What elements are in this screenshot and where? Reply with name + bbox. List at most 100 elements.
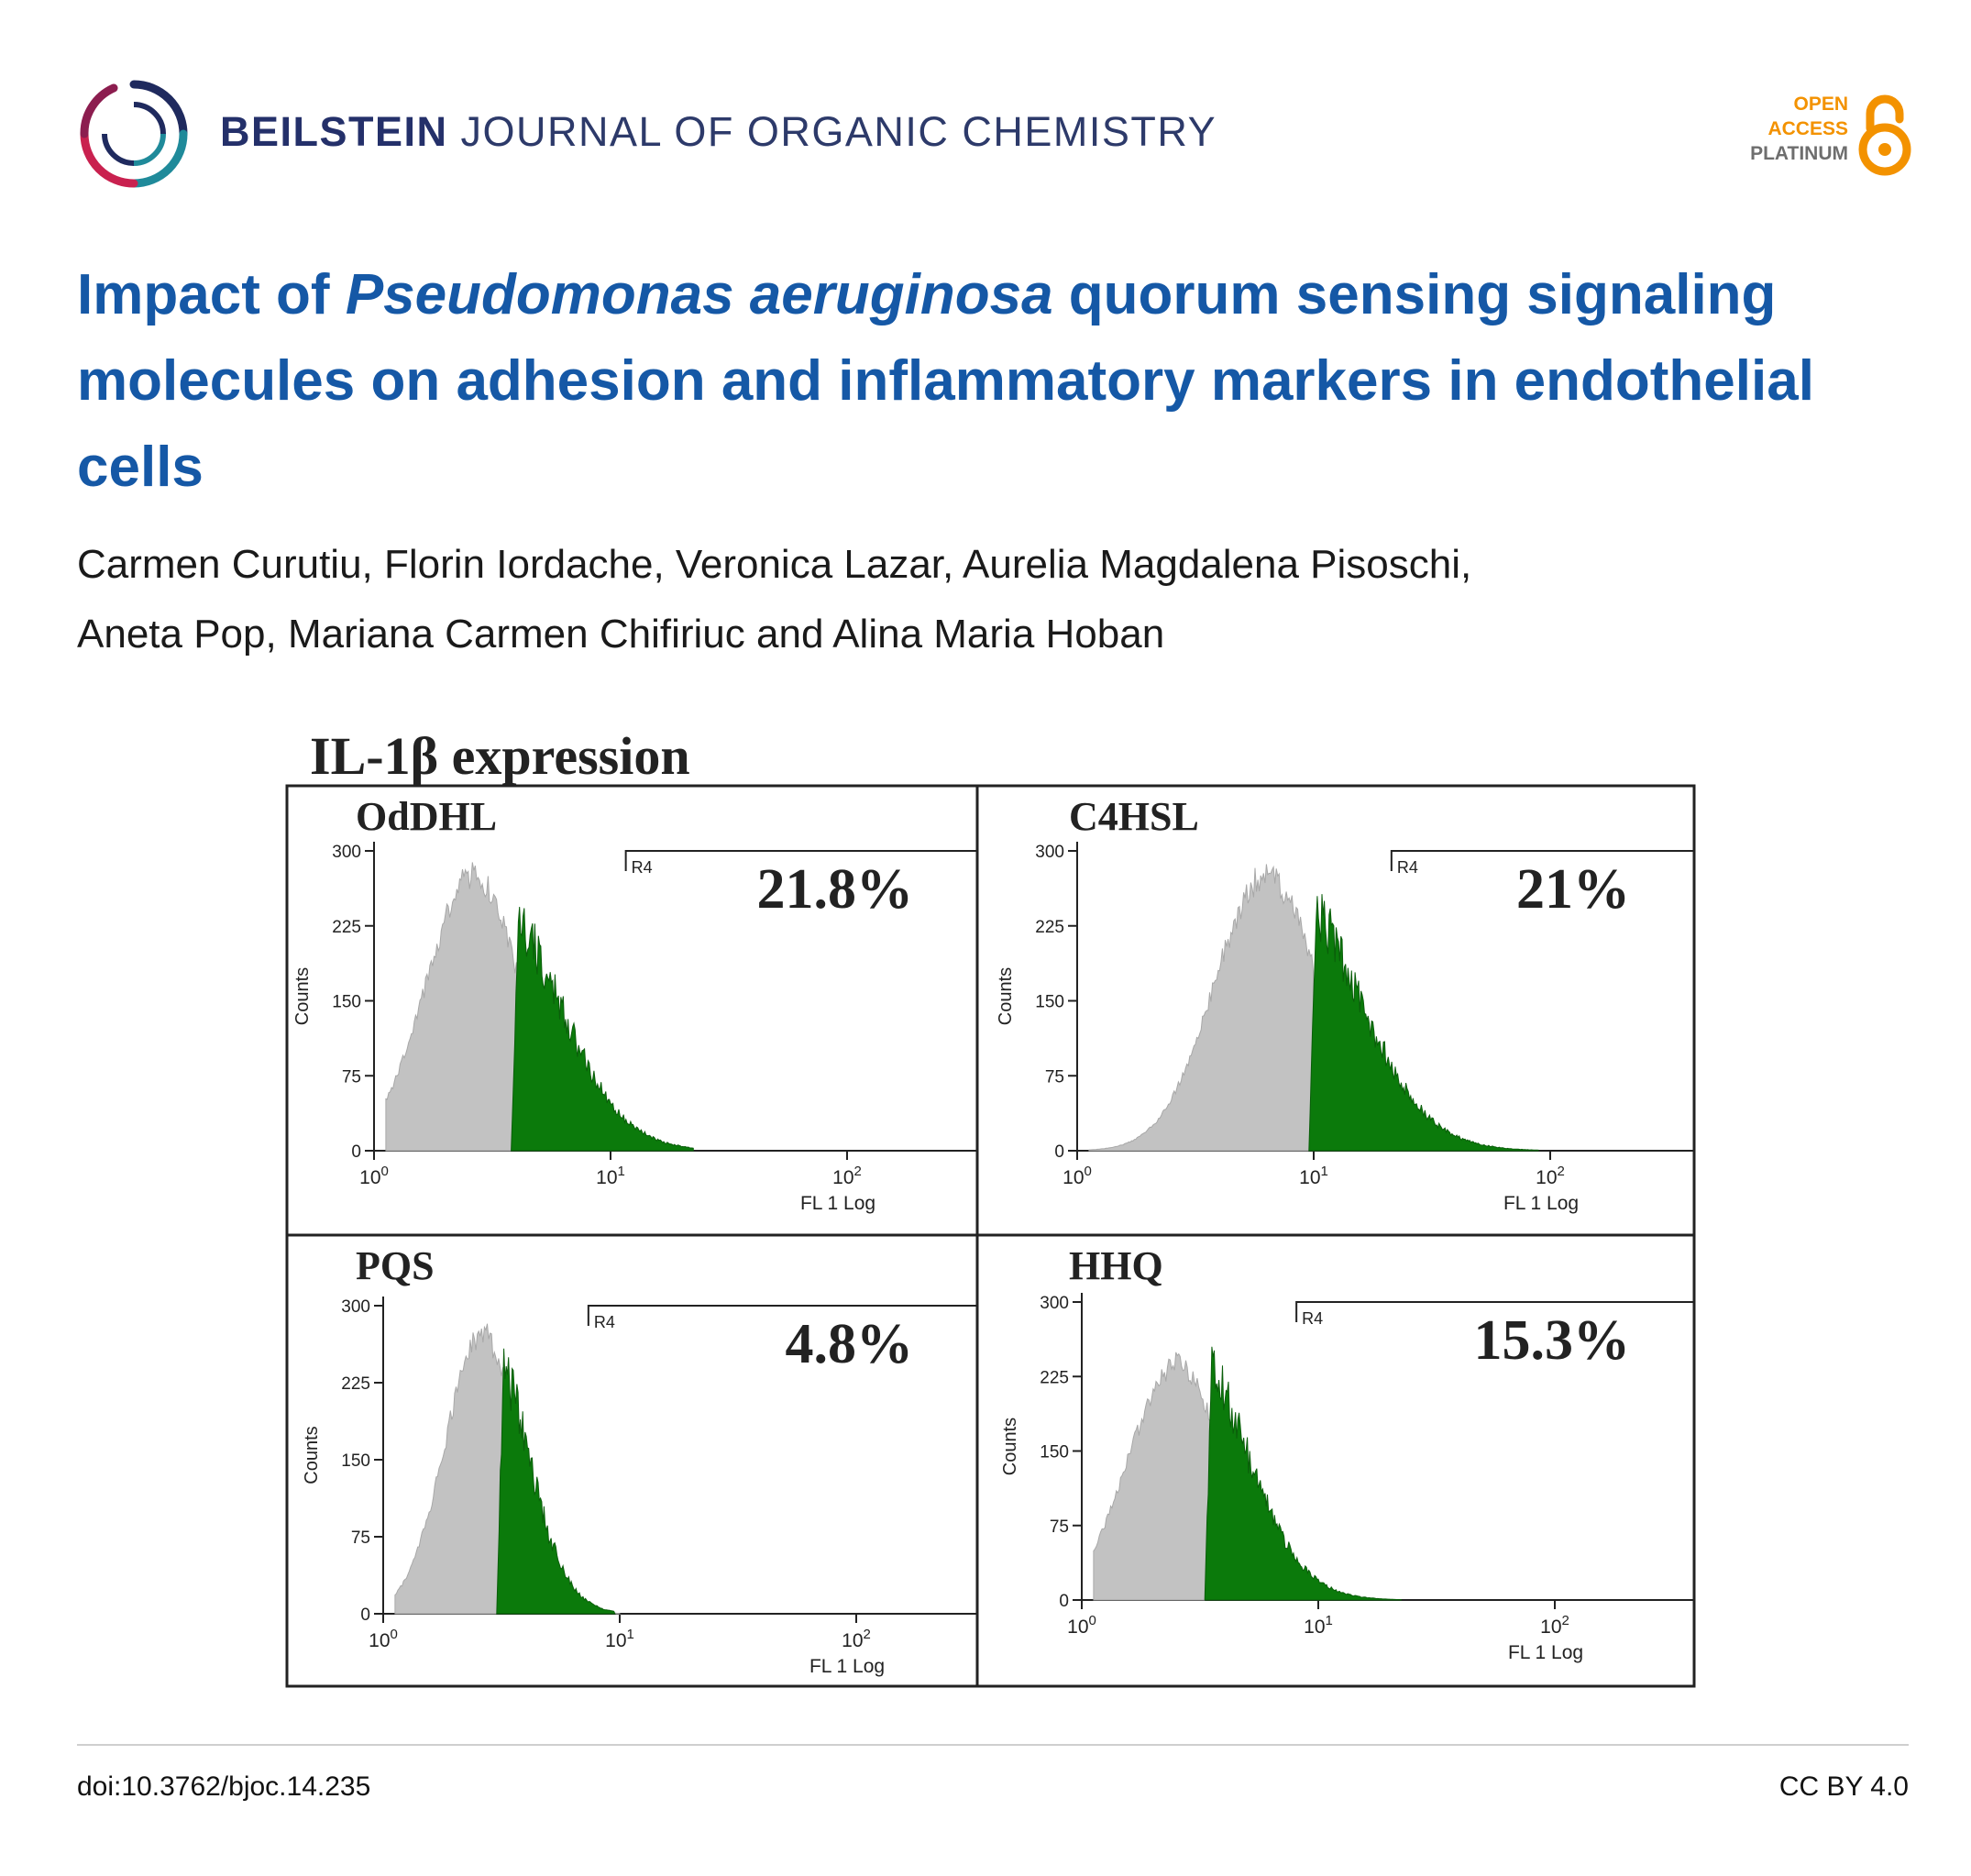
x-tick-base: 10 — [1536, 1167, 1557, 1188]
x-axis-label: FL 1 Log — [800, 1193, 875, 1214]
panel-title: C4HSL — [1069, 794, 1199, 839]
doi-link[interactable]: doi:10.3762/bjoc.14.235 — [77, 1771, 371, 1802]
panel-frame — [285, 1233, 979, 1688]
x-axis-label: FL 1 Log — [809, 1656, 885, 1677]
x-tick-exponent: 0 — [1089, 1613, 1096, 1628]
control-histogram — [1088, 864, 1315, 1152]
x-tick-base: 10 — [1299, 1167, 1320, 1188]
article-authors: Carmen Curutiu, Florin Iordache, Veronic… — [77, 530, 1865, 669]
y-tick-label: 300 — [341, 1297, 370, 1317]
journal-name[interactable]: BEILSTEIN JOURNAL OF ORGANIC CHEMISTRY — [220, 108, 1217, 156]
x-tick-exponent: 0 — [381, 1164, 389, 1179]
footer-divider — [77, 1744, 1909, 1746]
x-axis-label: FL 1 Log — [1508, 1642, 1583, 1663]
license-label[interactable]: CC BY 4.0 — [1778, 1771, 1909, 1802]
panel-title: PQS — [356, 1243, 435, 1288]
x-tick-base: 10 — [1540, 1617, 1561, 1638]
treated-histogram — [496, 1348, 616, 1615]
y-tick-label: 0 — [1054, 1142, 1064, 1162]
gate-label: R4 — [632, 858, 653, 877]
x-tick-exponent: 2 — [854, 1164, 862, 1179]
gate-label: R4 — [1397, 858, 1418, 877]
y-tick-label: 75 — [342, 1067, 361, 1087]
x-tick-base: 10 — [1067, 1617, 1088, 1638]
y-tick-label: 0 — [351, 1142, 361, 1162]
y-tick-label: 300 — [1035, 843, 1064, 862]
x-tick-base: 10 — [359, 1167, 380, 1188]
article-title: Impact of Pseudomonas aeruginosa quorum … — [77, 252, 1819, 511]
percent-positive-label: 21% — [1516, 858, 1630, 921]
y-axis-label: Counts — [292, 967, 313, 1025]
y-tick-label: 150 — [341, 1451, 370, 1471]
x-tick-label: 100 — [1067, 1613, 1096, 1638]
x-tick-exponent: 1 — [627, 1627, 634, 1642]
y-tick-label: 0 — [360, 1606, 370, 1625]
x-tick-exponent: 0 — [391, 1627, 398, 1642]
badge-line-platinum: PLATINUM — [1750, 143, 1848, 164]
x-tick-base: 10 — [1063, 1167, 1084, 1188]
y-tick-label: 150 — [1035, 993, 1064, 1012]
y-tick-label: 225 — [1040, 1368, 1069, 1387]
panel-title: HHQ — [1069, 1243, 1163, 1288]
open-access-lock-icon — [1858, 94, 1911, 176]
x-tick-label: 101 — [596, 1164, 625, 1188]
y-tick-label: 75 — [1045, 1067, 1064, 1087]
x-tick-exponent: 1 — [618, 1164, 625, 1179]
y-axis-label: Counts — [1000, 1418, 1020, 1475]
y-tick-label: 225 — [1035, 918, 1064, 937]
y-tick-label: 75 — [1050, 1517, 1069, 1537]
title-part-1: Impact of — [77, 263, 346, 326]
x-tick-base: 10 — [369, 1630, 390, 1651]
x-tick-label: 100 — [1063, 1164, 1092, 1188]
x-tick-base: 10 — [832, 1167, 853, 1188]
x-tick-base: 10 — [1304, 1617, 1325, 1638]
panel-frame — [285, 784, 979, 1237]
x-tick-base: 10 — [596, 1167, 617, 1188]
x-tick-label: 100 — [369, 1627, 398, 1651]
x-axis-label: FL 1 Log — [1503, 1193, 1579, 1214]
x-tick-label: 101 — [605, 1627, 634, 1651]
x-tick-label: 102 — [1540, 1613, 1569, 1638]
percent-positive-label: 21.8% — [757, 858, 914, 921]
title-part-2: quorum sensing signaling molecules on ad… — [77, 263, 1814, 499]
percent-positive-label: 15.3% — [1474, 1309, 1631, 1372]
percent-positive-label: 4.8% — [786, 1313, 914, 1375]
badge-line-open: OPEN — [1793, 94, 1848, 115]
x-tick-base: 10 — [605, 1630, 626, 1651]
x-tick-exponent: 2 — [864, 1627, 871, 1642]
treated-histogram — [1308, 894, 1539, 1152]
y-tick-label: 300 — [1040, 1294, 1069, 1313]
x-tick-exponent: 0 — [1085, 1164, 1092, 1179]
x-tick-label: 102 — [832, 1164, 862, 1188]
authors-line-2: Aneta Pop, Mariana Carmen Chifiriuc and … — [77, 612, 1165, 657]
y-tick-label: 150 — [332, 993, 361, 1012]
gate-r4-marker — [624, 850, 977, 871]
journal-name-rest: JOURNAL OF ORGANIC CHEMISTRY — [447, 108, 1217, 155]
x-tick-exponent: 1 — [1321, 1164, 1328, 1179]
panel-title: OdDHL — [356, 794, 497, 839]
y-tick-label: 225 — [341, 1374, 370, 1394]
x-tick-exponent: 2 — [1558, 1164, 1565, 1179]
authors-line-1: Carmen Curutiu, Florin Iordache, Veronic… — [77, 542, 1472, 587]
y-tick-label: 0 — [1059, 1592, 1069, 1611]
x-tick-label: 100 — [359, 1164, 389, 1188]
x-tick-label: 101 — [1304, 1613, 1333, 1638]
figure-heading: IL-1β expression — [310, 726, 690, 786]
gate-label: R4 — [594, 1313, 615, 1331]
treated-histogram — [1204, 1346, 1402, 1601]
gate-r4-marker — [1390, 850, 1694, 871]
y-tick-label: 150 — [1040, 1443, 1069, 1462]
journal-name-bold: BEILSTEIN — [220, 108, 448, 155]
y-axis-label: Counts — [996, 967, 1016, 1025]
badge-line-access: ACCESS — [1767, 118, 1848, 139]
x-tick-label: 102 — [1536, 1164, 1565, 1188]
panel-frame — [975, 1233, 1696, 1688]
x-tick-label: 102 — [842, 1627, 871, 1651]
y-axis-label: Counts — [302, 1426, 322, 1484]
y-tick-label: 300 — [332, 843, 361, 862]
y-tick-label: 75 — [351, 1528, 370, 1548]
y-tick-label: 225 — [332, 918, 361, 937]
gate-r4-marker — [587, 1305, 977, 1326]
gate-r4-marker — [1295, 1301, 1694, 1322]
